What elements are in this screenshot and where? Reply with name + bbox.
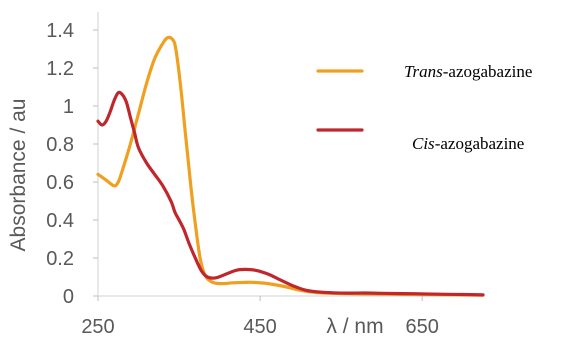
y-tick-label: 1.2: [46, 58, 74, 80]
legend-label-italic: Trans: [404, 62, 443, 81]
legend-label: Trans-azogabazine: [404, 62, 532, 81]
x-tick-label: 250: [81, 316, 114, 338]
y-tick-label: 0.6: [46, 172, 74, 194]
legend-label: Cis-azogabazine: [412, 134, 524, 153]
legend-label-italic: Cis: [412, 134, 435, 153]
series-lines: [96, 35, 485, 297]
y-tick-label: 1: [63, 96, 74, 118]
y-tick-label: 0.2: [46, 248, 74, 270]
x-tick-label: 650: [406, 316, 439, 338]
y-tick-label: 1.4: [46, 20, 74, 42]
y-axis-title: Absorbance / au: [7, 99, 30, 252]
x-axis-title: λ / nm: [326, 315, 383, 338]
cis-azogabazine-line: [96, 90, 485, 297]
y-tick-label: 0.8: [46, 134, 74, 156]
x-tick-labels: 250 450 650: [81, 296, 439, 338]
legend-label-rest: -azogabazine: [443, 62, 533, 81]
y-tick-labels: 0 0.2 0.4 0.6 0.8 1 1.2 1.4: [46, 20, 98, 308]
y-tick-label: 0: [63, 286, 74, 308]
x-tick-label: 450: [243, 316, 276, 338]
y-tick-label: 0.4: [46, 210, 74, 232]
legend-label-rest: -azogabazine: [435, 134, 525, 153]
